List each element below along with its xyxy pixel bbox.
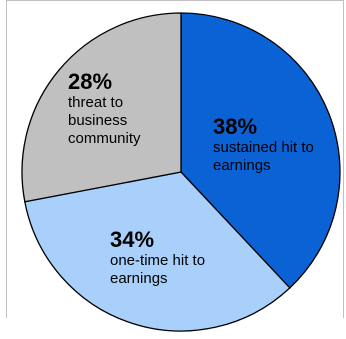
- slice-desc-sustained: sustained hit to earnings: [213, 139, 314, 175]
- slice-threat: [21, 12, 182, 203]
- slice-label-sustained: 38% sustained hit to earnings: [213, 114, 323, 175]
- slice-desc-one-time: one-time hit to earnings: [110, 252, 206, 288]
- slice-desc-threat: threat to business community: [68, 94, 141, 148]
- slice-percent-threat: 28%: [68, 69, 113, 94]
- slice-label-threat: 28% threat to business community: [68, 69, 168, 148]
- slice-percent-one-time: 34%: [110, 227, 155, 252]
- slice-label-one-time: 34% one-time hit to earnings: [110, 227, 230, 288]
- slice-sustained: [180, 12, 341, 289]
- slice-percent-sustained: 38%: [213, 114, 258, 139]
- slice-one-time: [24, 171, 291, 332]
